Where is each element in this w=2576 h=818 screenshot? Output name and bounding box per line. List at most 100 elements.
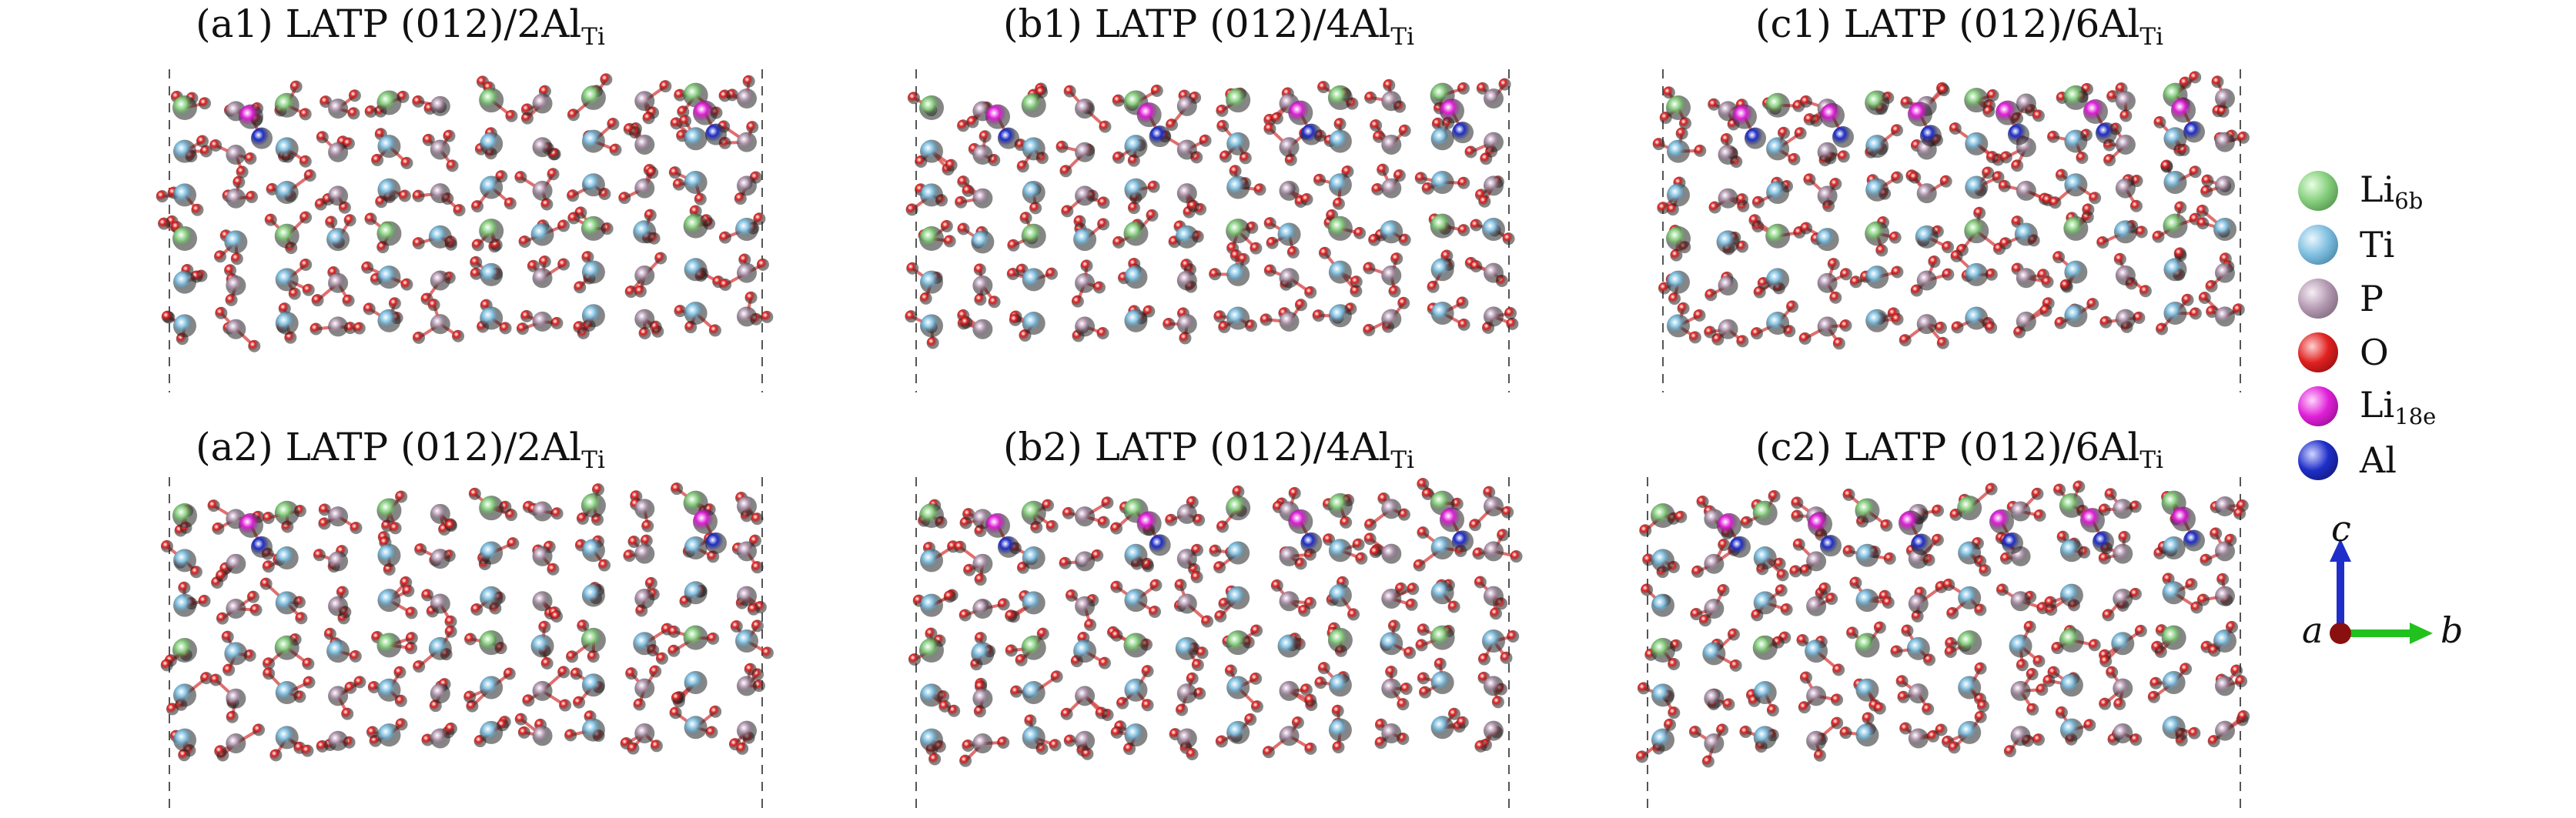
atom-p — [1381, 91, 1402, 112]
atom-p — [1381, 723, 1402, 743]
atom-o — [1415, 639, 1428, 652]
atom-o — [253, 723, 266, 736]
atom-p — [1908, 728, 1929, 749]
atom-p — [1484, 676, 1504, 696]
atom-o — [2230, 664, 2243, 677]
atom-p — [1484, 175, 1504, 196]
atom-ti — [1328, 260, 1352, 284]
atom-ti — [581, 718, 605, 742]
atom-o — [609, 143, 622, 156]
atom-al — [705, 532, 727, 554]
atom-li6b — [274, 223, 299, 249]
atom-li6b — [1021, 635, 1046, 660]
atom-o — [517, 726, 530, 739]
atom-li6b — [1021, 92, 1046, 118]
atom-o — [1500, 651, 1513, 664]
atom-p — [1279, 311, 1300, 332]
atom-o — [503, 667, 516, 680]
atom-o — [389, 522, 402, 535]
atom-p — [1806, 596, 1827, 616]
atom-p — [2215, 586, 2235, 606]
atom-o — [557, 666, 570, 679]
atom-o — [520, 309, 534, 322]
li6b-swatch-icon — [2298, 171, 2338, 211]
atom-o — [954, 540, 967, 553]
atom-al — [2008, 123, 2029, 145]
atom-o — [2047, 130, 2060, 143]
atom-ti — [1915, 225, 1939, 249]
structure-panel-c1 — [1652, 69, 2250, 392]
atom-o — [2151, 640, 2164, 653]
atom-o — [1300, 192, 1313, 205]
atom-ti — [581, 304, 605, 328]
atom-o — [311, 294, 324, 307]
atom-ti — [1753, 681, 1777, 705]
atom-o — [1196, 646, 1209, 659]
atom-o — [1829, 291, 1842, 304]
atom-p — [634, 91, 655, 112]
atom-o — [1019, 212, 1032, 225]
atom-o — [1698, 614, 1711, 627]
atom-o — [1476, 82, 1489, 95]
atom-o — [1015, 653, 1028, 666]
atom-o — [1209, 268, 1222, 281]
atom-o — [1098, 656, 1111, 669]
atom-o — [2041, 275, 2054, 289]
atom-o — [1668, 658, 1681, 671]
atom-o — [1045, 519, 1059, 533]
atom-ti — [377, 589, 401, 613]
atom-o — [671, 482, 684, 496]
atom-p — [226, 688, 246, 709]
atom-o — [1873, 702, 1886, 715]
atom-li6b — [580, 492, 606, 518]
atom-p — [737, 720, 757, 741]
atom-p — [634, 309, 655, 329]
atom-p — [1806, 730, 1827, 751]
atom-p — [1176, 728, 1197, 749]
atom-o — [1340, 516, 1353, 529]
atom-o — [538, 255, 551, 269]
atom-p — [1484, 541, 1504, 562]
atom-ti — [1651, 549, 1674, 573]
atom-p — [1381, 678, 1402, 699]
atom-o — [161, 310, 174, 323]
atom-o — [1313, 173, 1326, 186]
atom-ti — [1124, 265, 1148, 289]
atom-al — [1300, 123, 1323, 145]
title-sub: Ti — [1390, 23, 1414, 51]
atom-o — [2185, 578, 2198, 591]
atom-o — [1504, 307, 1517, 320]
atom-p — [226, 319, 246, 339]
atom-li6b — [1964, 219, 1989, 244]
atom-li6b — [2163, 213, 2188, 239]
atom-o — [1986, 88, 1999, 102]
atom-p — [972, 553, 993, 574]
atom-li6b — [1752, 500, 1778, 526]
legend-sub: 6b — [2394, 187, 2424, 214]
atom-li6b — [479, 219, 504, 244]
atom-o — [974, 573, 987, 586]
atom-o — [361, 261, 374, 274]
atom-p — [1279, 680, 1300, 701]
atom-o — [1141, 665, 1154, 678]
title-main: (b1) LATP (012)/4Al — [1003, 2, 1391, 46]
atom-o — [453, 204, 466, 217]
atom-o — [1696, 495, 1709, 508]
axis-b-arrow-head — [2410, 623, 2433, 644]
atom-o — [1250, 700, 1263, 713]
atom-o — [1073, 215, 1086, 228]
atom-o — [222, 663, 236, 676]
atom-o — [2211, 75, 2224, 88]
atom-ti — [971, 230, 995, 254]
atom-o — [1727, 628, 1740, 641]
title-main: (c2) LATP (012)/6Al — [1755, 425, 2140, 469]
atom-o — [444, 625, 457, 638]
atom-o — [1951, 321, 1964, 334]
atom-o — [2003, 745, 2016, 758]
atom-ti — [1958, 720, 1982, 744]
atom-o — [1029, 202, 1042, 215]
atom-o — [1900, 96, 1913, 109]
atom-o — [1839, 319, 1852, 332]
atom-ti — [1805, 639, 1828, 663]
atom-o — [2106, 666, 2119, 679]
